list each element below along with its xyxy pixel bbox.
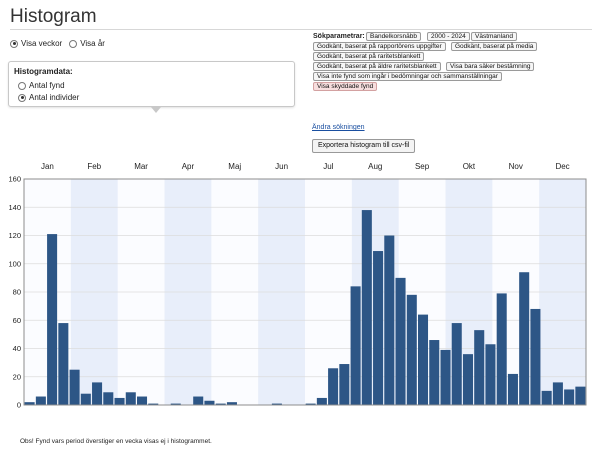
histogram-bar bbox=[519, 272, 530, 405]
month-label: Aug bbox=[368, 162, 382, 171]
histogram-bar bbox=[361, 210, 372, 405]
search-tag[interactable]: Godkänt, baserat på rapportörens uppgift… bbox=[313, 42, 446, 51]
count-observations-radio[interactable] bbox=[18, 81, 26, 90]
histogram-bar bbox=[316, 397, 327, 405]
histogram-bar bbox=[474, 330, 485, 405]
histogram-bar bbox=[137, 396, 148, 405]
month-label: Sep bbox=[415, 162, 430, 171]
histogram-bar bbox=[429, 340, 440, 405]
histogram-footnote: Obs! Fynd vars period överstiger en veck… bbox=[20, 438, 212, 445]
show-weeks-radio[interactable] bbox=[10, 39, 18, 48]
histogram-bar bbox=[462, 354, 473, 405]
histogram-bar bbox=[204, 400, 215, 405]
histogram-bar bbox=[193, 396, 204, 405]
histogram-bar bbox=[24, 402, 35, 405]
y-tick-label: 140 bbox=[8, 203, 21, 212]
histogram-bar bbox=[373, 251, 384, 405]
histogram-bar bbox=[440, 349, 451, 405]
title-divider bbox=[10, 29, 592, 30]
search-tag[interactable]: Visa bara säker bestämning bbox=[446, 62, 535, 71]
y-tick-label: 100 bbox=[8, 259, 21, 268]
histogram-bar bbox=[170, 403, 181, 405]
histogram-bar bbox=[148, 403, 159, 405]
histogram-bar bbox=[35, 396, 46, 405]
show-weeks-label[interactable]: Visa veckor bbox=[21, 39, 63, 48]
histogram-bar bbox=[350, 286, 361, 405]
search-tag[interactable]: Västmanland bbox=[471, 32, 517, 41]
show-years-radio[interactable] bbox=[69, 39, 78, 48]
count-observations-label[interactable]: Antal fynd bbox=[29, 81, 65, 90]
search-parameters-label: Sökparametrar: bbox=[313, 33, 365, 40]
histogram-bar bbox=[271, 403, 282, 405]
histogram-data-panel: Histogramdata: Antal fynd Antal individe… bbox=[8, 61, 295, 107]
month-label: Mar bbox=[134, 162, 148, 171]
count-individuals-label[interactable]: Antal individer bbox=[29, 93, 80, 102]
histogram-bar bbox=[114, 397, 125, 405]
histogram-chart: 0 20 40 60 80 100 120 140 160 Jan Feb Mar Apr Maj Jun J… bbox=[0, 156, 602, 438]
histogram-bar bbox=[451, 323, 462, 405]
histogram-bar bbox=[530, 308, 541, 405]
y-tick-label: 160 bbox=[8, 175, 21, 184]
histogram-bar bbox=[564, 389, 575, 405]
histogram-bar bbox=[541, 390, 552, 405]
plot-frame bbox=[23, 178, 587, 406]
month-label: Maj bbox=[228, 162, 241, 171]
search-tag[interactable]: Godkänt, baserat på raritetsblankett bbox=[313, 52, 425, 61]
y-tick-label: 40 bbox=[13, 344, 21, 353]
histogram-bar bbox=[125, 392, 136, 405]
search-tag[interactable]: Visa inte fynd som ingår i bedömningar o… bbox=[313, 72, 502, 81]
search-tag[interactable]: Godkänt, baserat på äldre raritetsblanke… bbox=[313, 62, 441, 71]
show-years-label[interactable]: Visa år bbox=[80, 39, 105, 48]
histogram-bar bbox=[418, 314, 429, 405]
month-label: Jan bbox=[41, 162, 54, 171]
histogram-bar bbox=[485, 344, 496, 405]
y-tick-label: 60 bbox=[13, 316, 21, 325]
histogram-bar bbox=[575, 386, 586, 405]
search-tag[interactable]: 2000 - 2024 bbox=[427, 32, 470, 41]
month-label: Nov bbox=[509, 162, 523, 171]
histogram-bar bbox=[507, 373, 518, 405]
month-label: Apr bbox=[182, 162, 195, 171]
histogram-bar bbox=[80, 393, 91, 405]
page-title: Histogram bbox=[10, 6, 97, 27]
month-label: Dec bbox=[555, 162, 569, 171]
histogram-bar bbox=[395, 277, 406, 405]
panel-pointer bbox=[151, 107, 161, 113]
count-observations-option[interactable]: Antal fynd bbox=[18, 81, 65, 90]
histogram-bar bbox=[384, 235, 395, 405]
month-label: Feb bbox=[87, 162, 101, 171]
histogram-svg: 0 20 40 60 80 100 120 140 160 Jan Feb Mar Apr Maj Jun J… bbox=[8, 162, 587, 410]
histogram-bar bbox=[406, 294, 417, 405]
histogram-bar bbox=[226, 402, 237, 405]
month-label: Jun bbox=[275, 162, 288, 171]
protected-findings-tag[interactable]: Visa skyddade fynd bbox=[313, 82, 378, 91]
export-csv-button[interactable]: Exportera histogram till csv-fil bbox=[312, 139, 416, 153]
y-tick-label: 80 bbox=[13, 288, 21, 297]
search-tag[interactable]: Godkänt, baserat på media bbox=[451, 42, 538, 51]
count-individuals-radio[interactable] bbox=[18, 93, 26, 102]
y-tick-label: 120 bbox=[8, 231, 21, 240]
histogram-data-title: Histogramdata: bbox=[14, 67, 73, 76]
count-individuals-option[interactable]: Antal individer bbox=[18, 93, 79, 102]
search-tag[interactable]: Bandelkorsnäbb bbox=[366, 32, 421, 41]
month-label: Okt bbox=[463, 162, 476, 171]
histogram-bar bbox=[103, 392, 114, 405]
histogram-bar bbox=[92, 382, 103, 405]
histogram-bar bbox=[69, 369, 80, 405]
y-tick-label: 20 bbox=[13, 372, 21, 381]
period-radio-group: Visa veckor Visa år bbox=[10, 39, 112, 48]
histogram-bar bbox=[215, 403, 226, 405]
change-search-link[interactable]: Ändra sökningen bbox=[312, 124, 365, 131]
histogram-bar bbox=[496, 293, 507, 405]
histogram-bar bbox=[552, 382, 563, 405]
histogram-bar bbox=[305, 403, 316, 405]
y-tick-label: 0 bbox=[17, 401, 21, 410]
month-label: Jul bbox=[323, 162, 333, 171]
histogram-bar bbox=[328, 368, 339, 405]
histogram-bar bbox=[58, 323, 69, 405]
histogram-bar bbox=[339, 364, 350, 405]
histogram-bar bbox=[47, 234, 58, 405]
